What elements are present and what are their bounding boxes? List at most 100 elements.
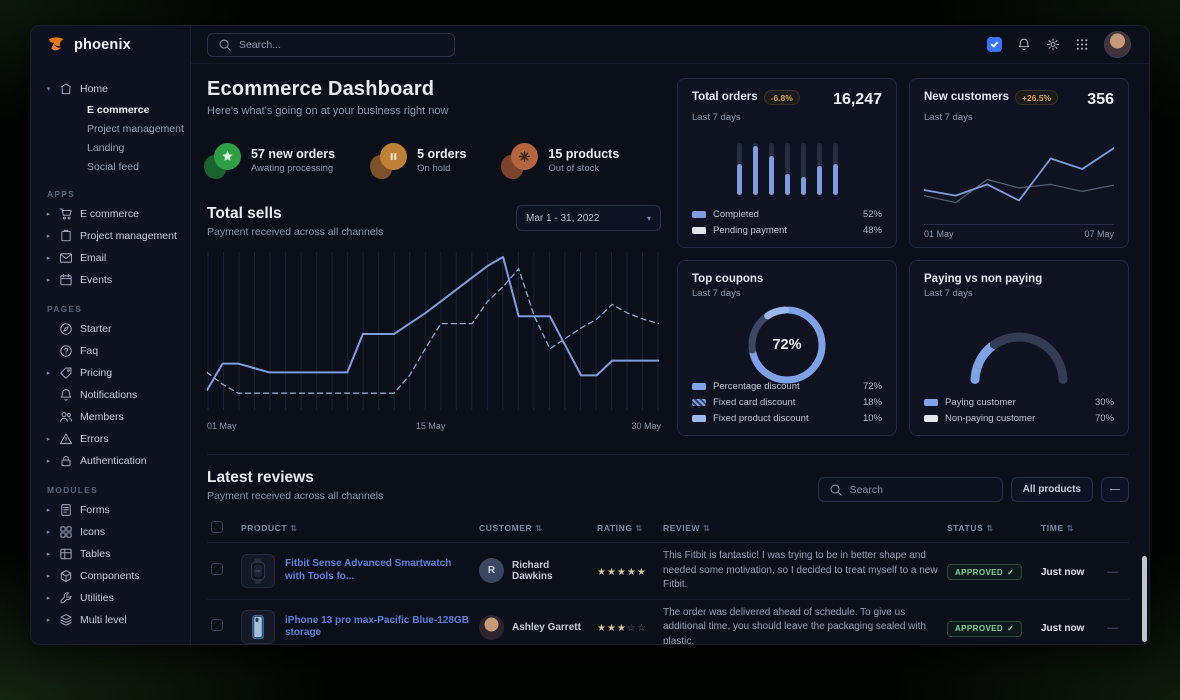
search-input[interactable] (239, 38, 444, 51)
caret-right-icon: ▸ (46, 233, 51, 240)
sidebar-item-project-management[interactable]: ▸ Project management (41, 225, 182, 247)
sidebar-item-components[interactable]: ▸ Components (41, 565, 182, 587)
legend-swatch (692, 227, 706, 234)
sidebar-item-utilities[interactable]: ▸ Utilities (41, 587, 182, 609)
product-link[interactable]: iPhone 13 pro max-Pacific Blue-128GB sto… (285, 614, 469, 639)
bell-icon[interactable] (1017, 37, 1031, 52)
legend-swatch (692, 383, 706, 390)
sidebar-subitem-e-commerce[interactable]: E commerce (87, 103, 150, 116)
all-products-button[interactable]: All products (1010, 477, 1093, 502)
sidebar-item-email[interactable]: ▸ Email (41, 247, 182, 269)
sidebar-item-label: Forms (80, 504, 110, 516)
stat-5-orders: 5 orders On hold (370, 143, 466, 179)
sidebar-item-events[interactable]: ▸ Events (41, 269, 182, 291)
sidebar-item-notifications[interactable]: ▸Notifications (41, 384, 182, 406)
sidebar-item-label: Project management (80, 230, 177, 242)
sidebar-item-forms[interactable]: ▸ Forms (41, 499, 182, 521)
donut-center-label: 72% (772, 337, 802, 353)
column-header-status[interactable]: STATUS ⇅ (943, 514, 1037, 543)
sidebar-item-starter[interactable]: ▸Starter (41, 318, 182, 340)
components-icon (59, 569, 73, 583)
legend-swatch (692, 399, 706, 406)
legend-label: Pending payment (713, 225, 787, 236)
date-range-select[interactable]: Mar 1 - 31, 2022 ▾ (516, 205, 661, 231)
sidebar-item-label: Notifications (80, 389, 138, 401)
product-image[interactable] (241, 610, 275, 644)
scrollbar-thumb[interactable] (1142, 556, 1147, 642)
sidebar-item-multi-level[interactable]: ▸ Multi level (41, 609, 182, 631)
sidebar-item-faq[interactable]: ▸Faq (41, 340, 182, 362)
collapse-button[interactable]: — (1101, 477, 1129, 502)
search-icon (218, 38, 232, 52)
total-sells-header: Total sells Payment received across all … (207, 205, 661, 238)
trend-badge: +26.5% (1015, 90, 1059, 105)
sidebar-item-errors[interactable]: ▸ Errors (41, 428, 182, 450)
column-header-product[interactable]: PRODUCT ⇅ (237, 514, 475, 543)
column-header-review[interactable]: REVIEW ⇅ (659, 514, 943, 543)
burst-icon (501, 143, 539, 179)
column-header-customer[interactable]: CUSTOMER ⇅ (475, 514, 593, 543)
calendar-icon (59, 273, 73, 287)
review-time: Just now (1041, 623, 1085, 635)
total-sells-chart-svg (206, 252, 660, 410)
sidebar-item-tables[interactable]: ▸ Tables (41, 543, 182, 565)
product-link[interactable]: Fitbit Sense Advanced Smartwatch with To… (285, 558, 452, 582)
sidebar-subitem-project-management[interactable]: Project management (87, 122, 184, 135)
row-checkbox[interactable] (211, 619, 223, 632)
x-label-start: 01 May (924, 229, 954, 239)
check-square-icon[interactable] (987, 37, 1002, 52)
card-title: Top coupons (692, 273, 764, 285)
new-customers-x-axis: 01 May 07 May (924, 224, 1114, 239)
table-row[interactable]: iPhone 13 pro max-Pacific Blue-128GB sto… (207, 599, 1129, 644)
select-all-checkbox[interactable] (211, 521, 223, 533)
legend-label: Non-paying customer (945, 413, 1036, 424)
sidebar-item-authentication[interactable]: ▸ Authentication (41, 450, 182, 472)
legend-item: Pending payment 48% (692, 225, 882, 236)
sidebar-nav: ▾ Home E commerce Project management Landing… (31, 64, 190, 644)
status-badge: APPROVED ✓ (947, 564, 1023, 580)
sort-icon: ⇅ (703, 524, 711, 533)
table-row[interactable]: Fitbit Sense Advanced Smartwatch with To… (207, 542, 1129, 600)
product-image[interactable] (241, 553, 275, 588)
apps-grid-icon[interactable] (1075, 37, 1089, 52)
reviews-table: PRODUCT ⇅ CUSTOMER ⇅ RATING ⇅ REVIEW ⇅ STATU… (207, 514, 1129, 644)
reviews-search-input[interactable] (849, 483, 992, 496)
caret-right-icon: ▸ (46, 529, 51, 536)
sidebar: phoenix ▾ Home E commerce Project managemen… (31, 26, 191, 644)
sidebar-item-e-commerce[interactable]: ▸ E commerce (41, 203, 182, 225)
orders-bar-chart (678, 143, 896, 195)
row-more-button[interactable]: — (1107, 565, 1118, 578)
row-more-button[interactable]: — (1107, 622, 1118, 635)
card-period: Last 7 days (924, 288, 973, 299)
sidebar-item-pricing[interactable]: ▸ Pricing (41, 362, 182, 384)
sidebar-subitem-landing[interactable]: Landing (87, 141, 125, 154)
user-avatar[interactable] (1104, 31, 1131, 58)
column-header-time[interactable]: TIME ⇅ (1037, 514, 1103, 543)
home-icon (59, 82, 73, 96)
card-period: Last 7 days (924, 112, 973, 123)
stat-15-products: 15 products Out of stock (501, 143, 619, 179)
total-sells-title: Total sells (207, 205, 282, 222)
lock-icon (59, 454, 73, 468)
total-orders-card: Total orders -6.8% 16,247 Last 7 days Co… (677, 78, 897, 248)
gear-icon[interactable] (1046, 37, 1060, 52)
legend-label: Percentage discount (713, 381, 800, 392)
sidebar-subitem-social-feed[interactable]: Social feed (87, 160, 139, 173)
caret-right-icon: ▸ (46, 255, 51, 262)
sidebar-item-label: Members (80, 411, 124, 423)
sidebar-item-home[interactable]: ▾ Home (41, 78, 182, 100)
stat-57-new-orders: 57 new orders Awating processing (204, 143, 335, 179)
status-badge: APPROVED ✓ (947, 620, 1023, 637)
column-header-rating[interactable]: RATING ⇅ (593, 514, 659, 543)
sidebar-item-icons[interactable]: ▸ Icons (41, 521, 182, 543)
caret-right-icon: ▸ (46, 370, 51, 377)
bar (832, 143, 838, 195)
legend-swatch (924, 399, 938, 406)
brand-logo[interactable]: phoenix (31, 26, 190, 64)
bar (768, 143, 774, 195)
orders-legend: Completed 52% Pending payment 48% (692, 204, 882, 236)
caret-right-icon: ▸ (46, 507, 51, 514)
row-checkbox[interactable] (211, 562, 223, 575)
sidebar-item-members[interactable]: ▸Members (41, 406, 182, 428)
